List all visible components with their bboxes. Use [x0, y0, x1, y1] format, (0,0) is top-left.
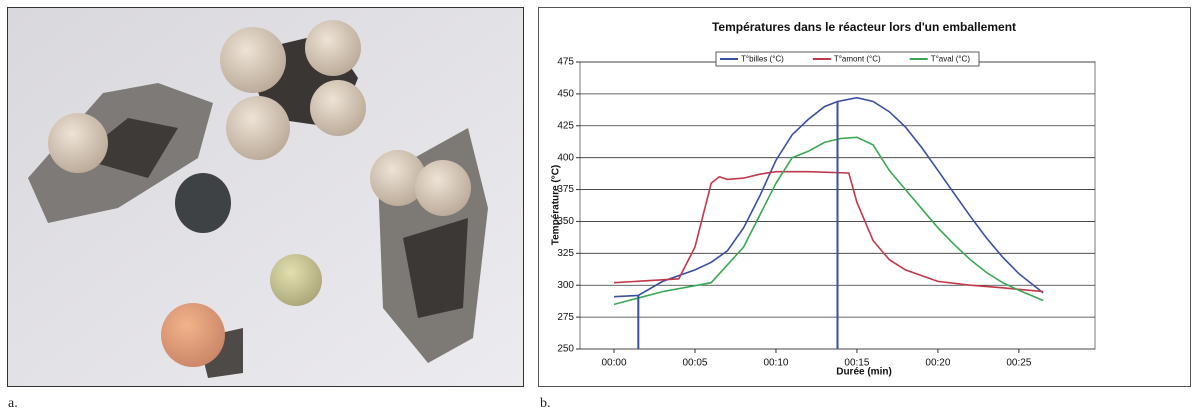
photo — [8, 8, 523, 386]
series-line — [613, 170, 1044, 293]
sample-1 — [28, 83, 213, 223]
y-tick-label: 475 — [557, 57, 574, 68]
series-line — [613, 136, 1044, 306]
y-tick-label: 350 — [557, 216, 574, 227]
caption: b. — [540, 396, 551, 411]
y-tick-label: 250 — [557, 344, 574, 355]
legend-label: T°aval (°C) — [931, 55, 971, 64]
sample-3 — [370, 128, 488, 363]
y-tick-label: 450 — [557, 89, 574, 100]
x-axis-label: Durée (min) — [836, 367, 892, 378]
legend: T°billes (°C) T°amont (°C) T°aval (°C) — [715, 51, 980, 67]
x-tick-label: 00:10 — [763, 358, 788, 369]
x-tick-label: 00:00 — [601, 358, 626, 369]
x-tick-label: 00:15 — [844, 358, 869, 369]
y-tick-label: 300 — [557, 280, 574, 291]
chart-title: Températures dans le réacteur lors d'un … — [712, 20, 1016, 34]
y-tick-label: 375 — [557, 184, 574, 195]
x-tick-label: 00:05 — [682, 358, 707, 369]
caption: a. — [8, 396, 18, 411]
y-tick-label: 425 — [557, 120, 574, 131]
dark-ball — [175, 173, 231, 233]
photo-panel — [7, 7, 524, 387]
x-tick-label: 00:25 — [1006, 358, 1031, 369]
chart-panel — [538, 7, 1191, 387]
y-axis-label: Température (°C) — [551, 165, 562, 246]
y-tick-label: 325 — [557, 248, 574, 259]
legend-box — [715, 51, 980, 67]
sample-2 — [220, 20, 366, 160]
y-tick-label: 275 — [557, 312, 574, 323]
legend-label: T°amont (°C) — [834, 55, 881, 64]
legend-label: T°billes (°C) — [741, 55, 784, 64]
series-line — [613, 96, 1044, 298]
x-tick-label: 00:20 — [925, 358, 950, 369]
green-ball — [270, 254, 322, 306]
orange-ball — [161, 303, 225, 367]
y-tick-label: 400 — [557, 152, 574, 163]
